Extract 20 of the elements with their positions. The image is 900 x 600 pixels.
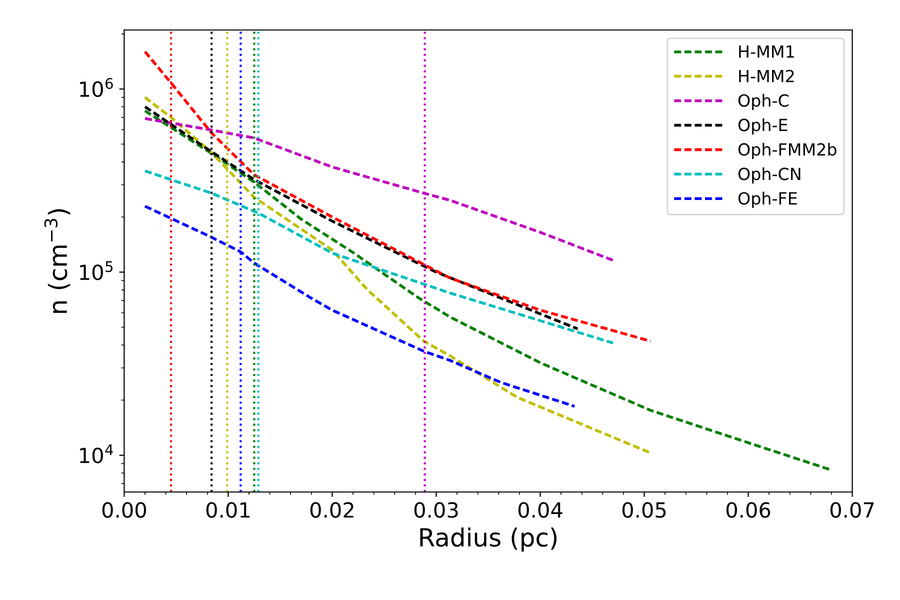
y-tick-label: 10$^{5}$ [80, 261, 113, 280]
x-tick-label: 0.07 [830, 502, 874, 518]
y-tick-label: 10$^{4}$ [80, 444, 113, 464]
x-tick-label: 0.02 [310, 502, 354, 518]
legend-label: H-MM1 [739, 46, 794, 58]
y-axis-title: n (cm$^{−3}$) [44, 209, 70, 313]
x-tick-label: 0.00 [102, 502, 146, 518]
y-tick-label: 10$^{6}$ [80, 78, 113, 98]
x-tick-label: 0.04 [518, 502, 562, 518]
legend-label: Oph-FE [738, 192, 797, 208]
x-tick-label: 0.03 [414, 502, 458, 518]
legend-label: Oph-E [738, 118, 788, 135]
x-tick-label: 0.01 [206, 502, 250, 518]
x-axis-title: Radius (pc) [420, 527, 557, 552]
x-tick-label: 0.05 [622, 502, 666, 518]
legend-label: H-MM2 [739, 70, 794, 82]
legend-label: Oph-C [738, 94, 788, 110]
x-tick-label: 0.06 [726, 502, 770, 518]
legend-label: Oph-FMM2b [738, 142, 836, 159]
legend-label: Oph-CN [738, 167, 800, 184]
